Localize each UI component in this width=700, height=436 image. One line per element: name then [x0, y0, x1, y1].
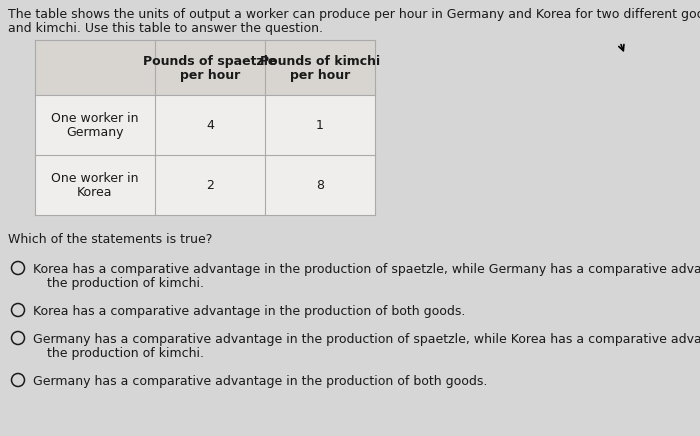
Text: Korea has a comparative advantage in the production of spaetzle, while Germany h: Korea has a comparative advantage in the…	[33, 263, 700, 276]
Text: Germany: Germany	[66, 126, 124, 139]
Bar	[35, 40, 375, 95]
Text: Germany has a comparative advantage in the production of spaetzle, while Korea h: Germany has a comparative advantage in t…	[33, 333, 700, 346]
Text: the production of kimchi.: the production of kimchi.	[47, 277, 204, 290]
Text: 8: 8	[316, 178, 324, 191]
Text: and kimchi. Use this table to answer the question.: and kimchi. Use this table to answer the…	[8, 22, 323, 35]
Text: per hour: per hour	[290, 69, 350, 82]
Text: The table shows the units of output a worker can produce per hour in Germany and: The table shows the units of output a wo…	[8, 8, 700, 21]
Text: One worker in: One worker in	[51, 171, 139, 184]
Bar	[35, 40, 375, 215]
Text: 1: 1	[316, 119, 324, 132]
Text: 2: 2	[206, 178, 214, 191]
Text: 4: 4	[206, 119, 214, 132]
Text: the production of kimchi.: the production of kimchi.	[47, 347, 204, 360]
Text: Which of the statements is true?: Which of the statements is true?	[8, 233, 212, 246]
Text: Korea has a comparative advantage in the production of both goods.: Korea has a comparative advantage in the…	[33, 305, 466, 318]
Text: Korea: Korea	[77, 185, 113, 198]
Text: Germany has a comparative advantage in the production of both goods.: Germany has a comparative advantage in t…	[33, 375, 487, 388]
Text: per hour: per hour	[180, 69, 240, 82]
Text: Pounds of kimchi: Pounds of kimchi	[260, 55, 380, 68]
Text: Pounds of spaetzle: Pounds of spaetzle	[144, 55, 276, 68]
Text: One worker in: One worker in	[51, 112, 139, 125]
